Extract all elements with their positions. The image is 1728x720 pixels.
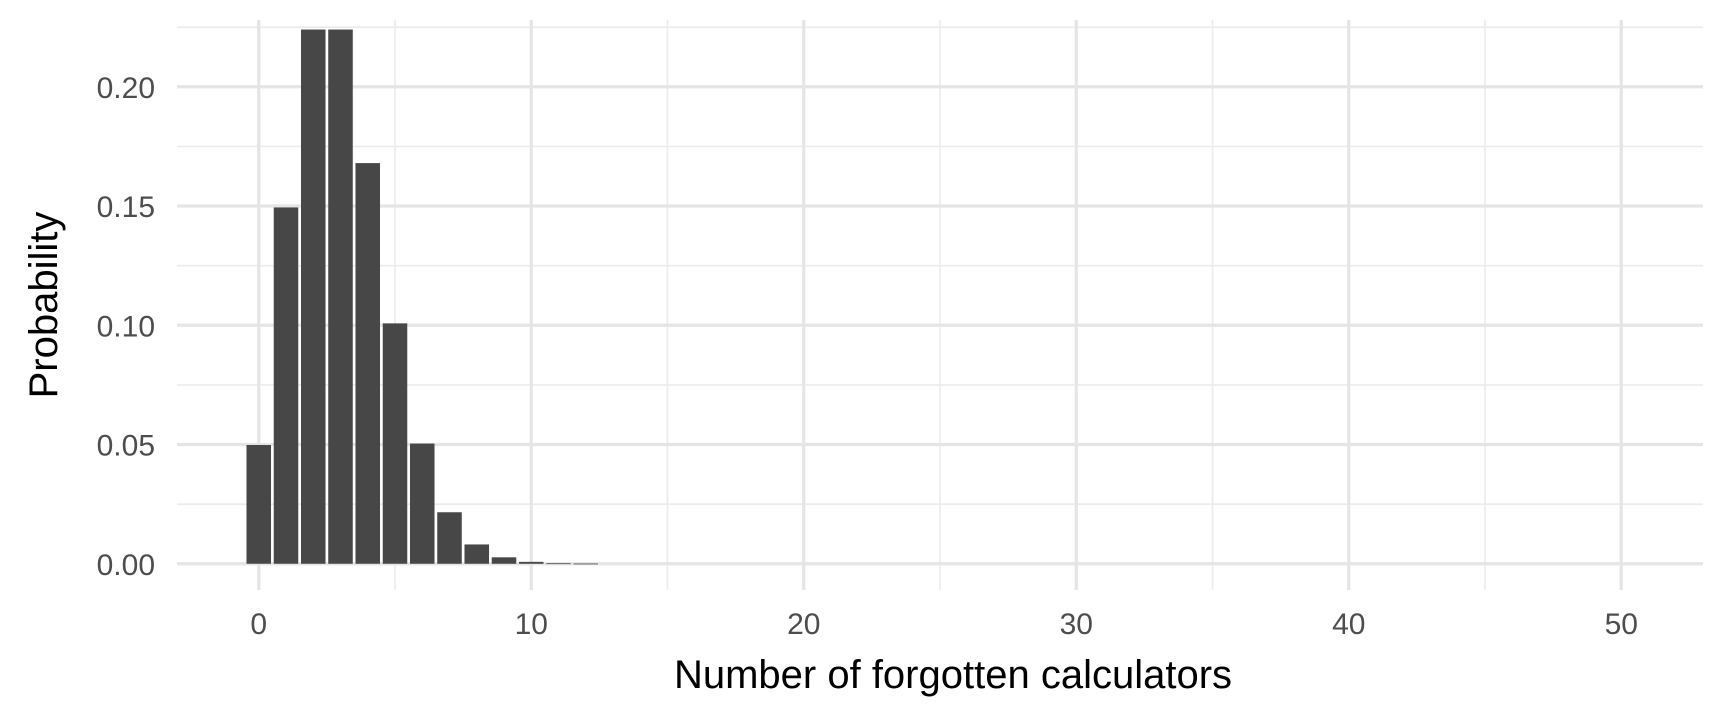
bar <box>328 29 353 564</box>
bar <box>246 444 272 564</box>
y-tick-label: 0.10 <box>97 310 155 343</box>
x-tick-label: 0 <box>250 608 267 641</box>
y-axis-tick-labels: 0.00 0.05 0.10 0.15 0.20 <box>97 72 155 582</box>
bar <box>546 563 571 565</box>
bar <box>409 443 435 564</box>
y-axis-title: Probability <box>22 212 66 399</box>
bar <box>464 544 490 564</box>
bar <box>573 563 599 565</box>
x-tick-label: 30 <box>1060 608 1093 641</box>
y-tick-label: 0.20 <box>97 72 155 105</box>
bar <box>300 29 326 564</box>
bar <box>355 163 381 564</box>
y-tick-label: 0.15 <box>97 191 155 224</box>
bar <box>437 512 462 564</box>
y-tick-label: 0.00 <box>97 549 155 582</box>
grid-major-lines <box>177 20 1703 590</box>
bar <box>491 557 517 564</box>
x-tick-label: 20 <box>787 608 820 641</box>
bars <box>246 29 599 565</box>
bar <box>273 207 299 564</box>
bar <box>518 561 544 564</box>
x-tick-label: 50 <box>1605 608 1638 641</box>
y-tick-label: 0.05 <box>97 430 155 463</box>
x-tick-label: 10 <box>515 608 548 641</box>
x-axis-title: Number of forgotten calculators <box>674 653 1232 697</box>
x-axis-tick-labels: 0 10 20 30 40 50 <box>250 608 1638 641</box>
x-tick-label: 40 <box>1332 608 1365 641</box>
bar <box>382 323 408 564</box>
